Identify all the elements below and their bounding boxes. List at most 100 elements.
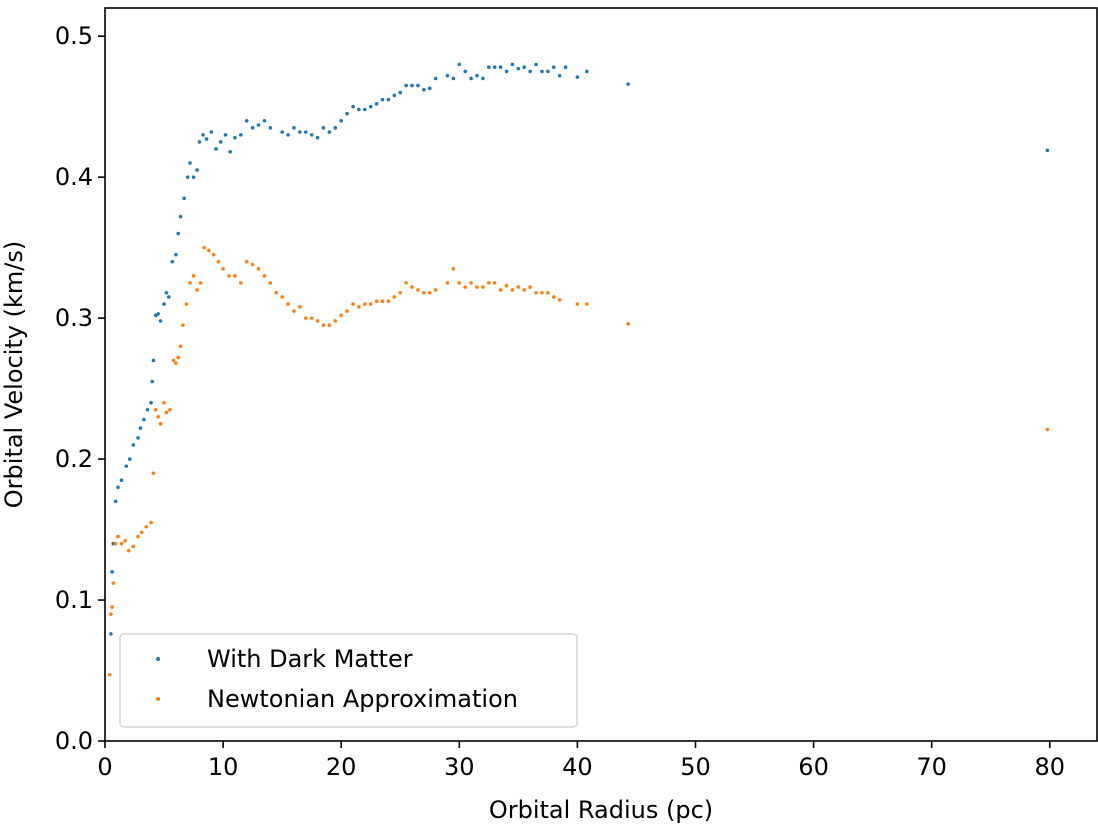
point-newtonian-approximation xyxy=(168,407,172,412)
point-newtonian-approximation xyxy=(262,274,267,278)
x-tick-label: 40 xyxy=(562,753,593,781)
point-with-dark-matter xyxy=(380,97,385,102)
point-with-dark-matter xyxy=(534,62,538,67)
point-with-dark-matter xyxy=(128,457,132,461)
point-with-dark-matter xyxy=(244,118,249,123)
point-with-dark-matter xyxy=(528,69,532,74)
point-with-dark-matter xyxy=(498,65,503,70)
point-with-dark-matter xyxy=(575,75,580,79)
point-with-dark-matter xyxy=(522,65,527,70)
legend-label-newtonian-approximation: Newtonian Approximation xyxy=(207,685,518,713)
point-with-dark-matter xyxy=(463,69,467,74)
point-newtonian-approximation xyxy=(119,541,124,546)
point-newtonian-approximation xyxy=(481,285,485,289)
point-with-dark-matter xyxy=(333,126,338,130)
point-with-dark-matter xyxy=(422,87,426,92)
point-newtonian-approximation xyxy=(198,281,203,285)
point-with-dark-matter xyxy=(457,62,462,67)
point-newtonian-approximation xyxy=(351,302,355,306)
point-newtonian-approximation xyxy=(380,299,385,304)
point-newtonian-approximation xyxy=(227,274,231,278)
point-with-dark-matter xyxy=(445,73,450,78)
point-with-dark-matter xyxy=(298,130,302,134)
legend: With Dark Matter Newtonian Approximation xyxy=(119,633,578,728)
point-newtonian-approximation xyxy=(492,281,497,285)
point-newtonian-approximation xyxy=(171,358,176,363)
point-with-dark-matter xyxy=(151,358,156,363)
point-with-dark-matter xyxy=(374,102,379,106)
point-with-dark-matter xyxy=(201,133,205,137)
point-newtonian-approximation xyxy=(153,407,158,412)
x-tick-label: 0 xyxy=(97,753,112,781)
point-newtonian-approximation xyxy=(498,288,503,292)
point-newtonian-approximation xyxy=(504,283,509,288)
plot-frame xyxy=(104,7,1098,742)
point-newtonian-approximation xyxy=(540,290,544,295)
point-with-dark-matter xyxy=(487,65,491,70)
point-with-dark-matter xyxy=(451,76,456,81)
point-newtonian-approximation xyxy=(250,262,255,267)
point-with-dark-matter xyxy=(551,65,556,70)
point-newtonian-approximation xyxy=(111,581,116,585)
point-with-dark-matter xyxy=(145,407,150,412)
point-with-dark-matter xyxy=(204,137,209,141)
point-newtonian-approximation xyxy=(522,288,527,292)
point-newtonian-approximation xyxy=(244,259,249,264)
point-newtonian-approximation xyxy=(575,302,580,306)
point-newtonian-approximation xyxy=(551,295,556,299)
point-newtonian-approximation xyxy=(451,266,456,271)
point-with-dark-matter xyxy=(209,130,214,134)
point-newtonian-approximation xyxy=(256,266,261,271)
point-newtonian-approximation xyxy=(528,285,532,289)
point-newtonian-approximation xyxy=(404,281,408,285)
x-tick-label: 80 xyxy=(1034,753,1065,781)
point-with-dark-matter xyxy=(218,140,223,144)
point-newtonian-approximation xyxy=(191,274,196,278)
point-newtonian-approximation xyxy=(410,285,414,289)
point-with-dark-matter xyxy=(239,133,243,137)
point-newtonian-approximation xyxy=(427,290,432,295)
point-newtonian-approximation xyxy=(463,285,467,289)
point-with-dark-matter xyxy=(149,400,153,405)
x-tick-label: 10 xyxy=(208,753,239,781)
scatter-points xyxy=(107,62,1050,677)
point-newtonian-approximation xyxy=(386,299,391,304)
x-axis-label: Orbital Radius (pc) xyxy=(489,796,713,824)
point-with-dark-matter xyxy=(223,133,228,137)
point-newtonian-approximation xyxy=(422,290,426,295)
point-newtonian-approximation xyxy=(487,281,491,285)
point-newtonian-approximation xyxy=(207,248,211,253)
point-newtonian-approximation xyxy=(149,520,153,525)
point-newtonian-approximation xyxy=(298,305,302,309)
point-newtonian-approximation xyxy=(321,323,326,327)
point-with-dark-matter xyxy=(363,107,367,112)
point-newtonian-approximation xyxy=(109,612,113,616)
point-newtonian-approximation xyxy=(309,316,314,320)
x-tick-label: 70 xyxy=(916,753,947,781)
point-newtonian-approximation xyxy=(510,288,515,292)
point-with-dark-matter xyxy=(150,379,155,384)
point-with-dark-matter xyxy=(164,290,169,295)
point-newtonian-approximation xyxy=(202,245,206,250)
point-with-dark-matter xyxy=(303,130,308,134)
point-newtonian-approximation xyxy=(126,548,131,553)
legend-marker-newtonian-approximation xyxy=(156,697,160,701)
point-with-dark-matter xyxy=(492,65,497,70)
point-newtonian-approximation xyxy=(475,285,479,289)
point-with-dark-matter xyxy=(557,73,562,78)
point-newtonian-approximation xyxy=(534,290,538,295)
point-with-dark-matter xyxy=(345,111,349,116)
point-with-dark-matter xyxy=(433,76,438,81)
point-with-dark-matter xyxy=(392,93,397,98)
point-with-dark-matter xyxy=(410,83,414,88)
point-newtonian-approximation xyxy=(162,400,166,405)
point-with-dark-matter xyxy=(174,252,178,257)
point-newtonian-approximation xyxy=(116,534,120,539)
point-with-dark-matter xyxy=(131,443,136,447)
point-with-dark-matter xyxy=(404,83,408,88)
point-with-dark-matter xyxy=(292,126,296,130)
point-with-dark-matter xyxy=(357,107,361,112)
point-with-dark-matter xyxy=(233,135,237,140)
point-newtonian-approximation xyxy=(195,288,199,292)
